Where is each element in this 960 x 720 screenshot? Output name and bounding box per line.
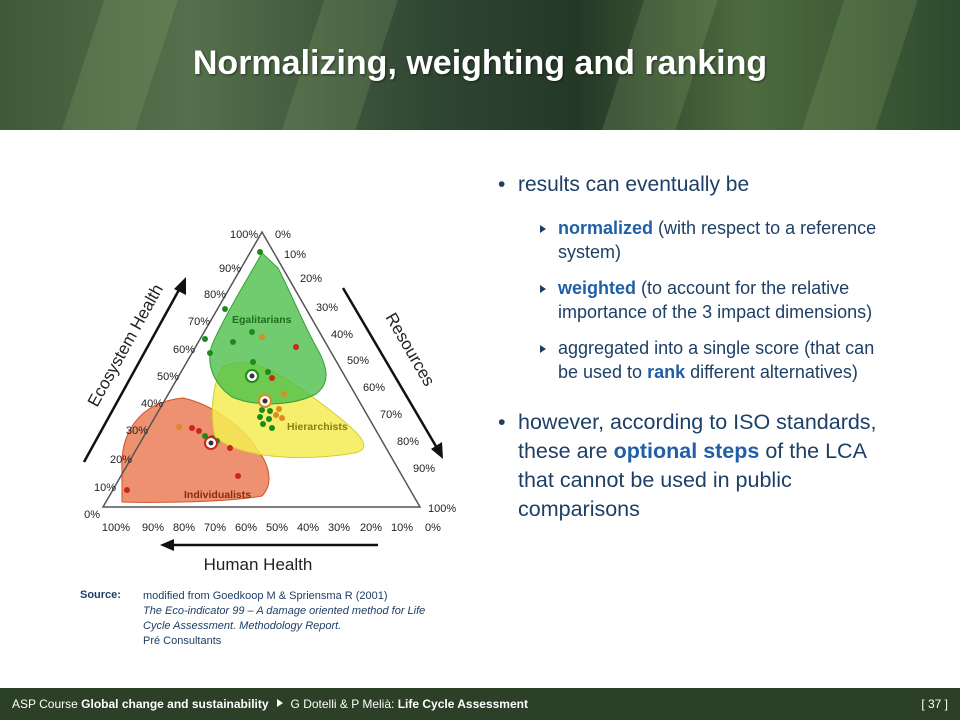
bottom-tick: 0% bbox=[425, 522, 441, 534]
centroid-markers bbox=[204, 369, 272, 450]
right-tick: 100% bbox=[428, 503, 456, 515]
bottom-tick: 50% bbox=[266, 522, 288, 534]
axis-arrow-resources bbox=[341, 287, 443, 459]
arrow-bullet-icon bbox=[540, 225, 546, 233]
right-tick: 40% bbox=[331, 329, 353, 341]
bottom-tick: 90% bbox=[142, 522, 164, 534]
arrow-bullet-icon bbox=[540, 345, 546, 353]
left-tick: 60% bbox=[173, 344, 195, 356]
right-tick: 70% bbox=[380, 409, 402, 421]
slide-title: Normalizing, weighting and ranking bbox=[192, 44, 768, 82]
bottom-tick: 10% bbox=[391, 522, 413, 534]
ternary-diagram: Egalitarians Hierarchists Individualists… bbox=[82, 229, 456, 574]
bullet-list: • results can eventually be normalized (w… bbox=[498, 172, 898, 524]
left-tick: 80% bbox=[204, 289, 226, 301]
left-tick: 10% bbox=[94, 482, 116, 494]
axis-title-resources: Resources bbox=[382, 310, 439, 390]
bottom-tick: 80% bbox=[173, 522, 195, 534]
footer-bar: ASP Course Global change and sustainabil… bbox=[0, 688, 960, 720]
right-tick: 90% bbox=[413, 463, 435, 475]
footer-separator-icon bbox=[276, 699, 283, 707]
right-tick: 50% bbox=[347, 355, 369, 367]
bottom-tick: 70% bbox=[204, 522, 226, 534]
label-egalitarians: Egalitarians bbox=[232, 314, 292, 326]
right-tick: 20% bbox=[300, 273, 322, 285]
bullet-results: • results can eventually be bbox=[498, 173, 750, 196]
bottom-tick: 20% bbox=[360, 522, 382, 534]
axis-title-ecosystem: Ecosystem Health bbox=[84, 281, 167, 410]
source-line-2: The Eco-indicator 99 – A damage oriented… bbox=[143, 605, 426, 632]
bottom-tick: 30% bbox=[328, 522, 350, 534]
sub-bullet-list: normalized (with respect to a reference … bbox=[538, 216, 898, 384]
source-label: Source: bbox=[80, 589, 121, 601]
axis-arrow-ecosystem bbox=[82, 277, 186, 463]
axis-arrow-human bbox=[160, 539, 378, 551]
footer-course-info: ASP Course Global change and sustainabil… bbox=[12, 697, 528, 711]
left-tick: 70% bbox=[188, 316, 210, 328]
source-line-1: modified from Goedkoop M & Spriensma R (… bbox=[143, 590, 388, 602]
arrow-bullet-icon bbox=[540, 285, 546, 293]
left-tick: 0% bbox=[84, 509, 100, 521]
left-tick: 20% bbox=[110, 454, 132, 466]
bottom-tick: 100% bbox=[102, 522, 130, 534]
right-tick: 10% bbox=[284, 249, 306, 261]
sub-bullet-weighted: weighted (to account for the relative im… bbox=[538, 276, 898, 324]
header-banner: Normalizing, weighting and ranking bbox=[0, 0, 960, 130]
left-tick: 30% bbox=[126, 425, 148, 437]
axis-title-human: Human Health bbox=[204, 555, 313, 574]
right-tick: 30% bbox=[316, 302, 338, 314]
left-tick: 50% bbox=[157, 371, 179, 383]
label-hierarchists: Hierarchists bbox=[287, 421, 348, 433]
left-tick: 40% bbox=[141, 398, 163, 410]
label-individualists: Individualists bbox=[184, 489, 251, 501]
left-tick: 90% bbox=[219, 263, 241, 275]
bottom-tick: 60% bbox=[235, 522, 257, 534]
page-number: [ 37 ] bbox=[921, 697, 948, 711]
bullet-iso: • however, according to ISO standards, th… bbox=[498, 410, 877, 521]
source-line-3: Pré Consultants bbox=[143, 635, 222, 647]
sub-bullet-aggregated: aggregated into a single score (that can… bbox=[538, 336, 898, 384]
bottom-tick: 40% bbox=[297, 522, 319, 534]
ternary-triangle bbox=[101, 230, 422, 508]
right-tick: 80% bbox=[397, 436, 419, 448]
sub-bullet-normalized: normalized (with respect to a reference … bbox=[538, 216, 898, 264]
right-tick: 60% bbox=[363, 382, 385, 394]
top-label-0: 0% bbox=[275, 229, 291, 241]
top-label-100: 100% bbox=[230, 229, 258, 241]
